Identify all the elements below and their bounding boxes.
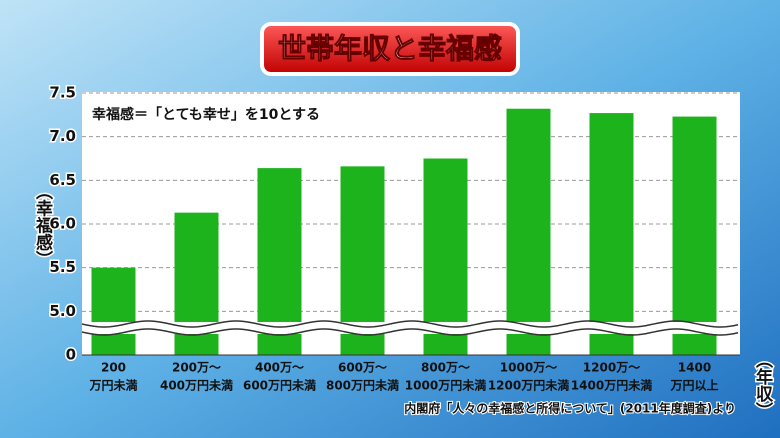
y-tick-label: 7.0 <box>49 127 76 145</box>
x-tick-label: 200 <box>101 361 126 375</box>
title-box <box>260 22 520 76</box>
bar <box>91 267 136 355</box>
y-tick-label: 0 <box>66 346 76 364</box>
axis-break-line <box>81 328 739 336</box>
y-tick-label: 6.5 <box>49 171 76 189</box>
axis-break-line <box>81 320 739 328</box>
x-tick-label: 800万～ <box>421 361 470 375</box>
x-tick-label: 1000万円未満 <box>405 378 486 393</box>
x-tick-label: 万円未満 <box>88 378 137 393</box>
x-tick-label: 1400 <box>678 361 711 375</box>
axis-break-band <box>82 322 740 334</box>
chart-title: 世帯年収と幸福感 <box>278 32 502 65</box>
y-tick-label: 7.5 <box>49 84 76 102</box>
x-tick-label: 600万円未満 <box>243 378 316 393</box>
x-tick-label: 1000万～ <box>500 361 557 375</box>
x-tick-label: 1400万円未満 <box>571 378 652 393</box>
bar <box>506 108 551 355</box>
x-tick-label: 400万～ <box>255 361 304 375</box>
bar <box>589 113 634 355</box>
annotation: 幸福感＝「とても幸せ」を10とする <box>92 106 320 123</box>
y-tick-label: 5.5 <box>49 258 76 276</box>
x-tick-label: 1200万～ <box>583 361 640 375</box>
x-tick-label: 400万円未満 <box>160 378 233 393</box>
bar <box>672 116 717 355</box>
x-tick-label: 800万円未満 <box>326 378 399 393</box>
source: 内閣府「人々の幸福感と所得について」(2011年度調査)より <box>404 401 736 416</box>
x-tick-label: 600万～ <box>338 361 387 375</box>
y-tick-label: 5.0 <box>49 302 76 320</box>
y-tick-label: 6.0 <box>49 215 76 233</box>
x-tick-label: 1200万円未満 <box>488 378 569 393</box>
y-axis-label: （幸福感） <box>32 183 54 268</box>
x-tick-label: 200万～ <box>172 361 221 375</box>
x-axis-label: （年収） <box>752 351 773 419</box>
x-tick-label: 万円以上 <box>669 378 718 393</box>
